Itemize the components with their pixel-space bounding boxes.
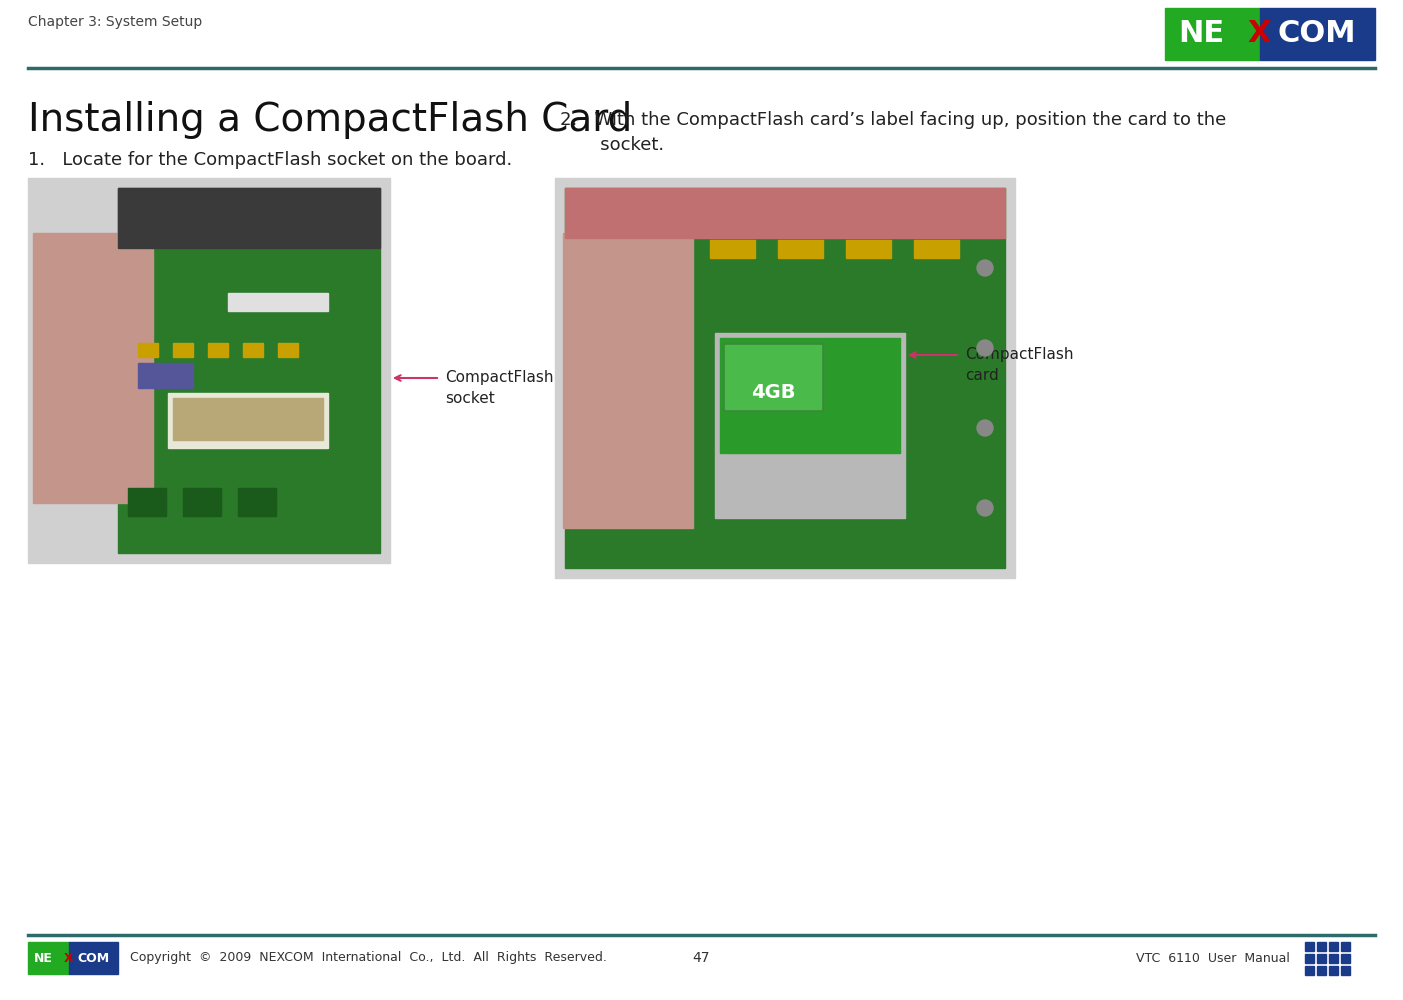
Circle shape: [976, 500, 993, 516]
Text: 47: 47: [692, 951, 710, 965]
Bar: [28, 942, 69, 974]
Bar: [1305, 954, 1315, 963]
Bar: [1317, 966, 1326, 975]
Text: X: X: [1247, 19, 1271, 48]
Bar: [1341, 942, 1350, 951]
Bar: [1305, 942, 1315, 951]
Bar: [173, 398, 323, 440]
Bar: [1317, 954, 1326, 963]
Bar: [1329, 966, 1338, 975]
Text: COM: COM: [1278, 19, 1357, 48]
Bar: [118, 188, 380, 248]
Bar: [34, 233, 153, 503]
Text: 2.   With the CompactFlash card’s label facing up, position the card to the: 2. With the CompactFlash card’s label fa…: [560, 111, 1226, 129]
Bar: [137, 343, 159, 357]
Text: socket.: socket.: [560, 136, 664, 154]
Text: Chapter 3: System Setup: Chapter 3: System Setup: [28, 15, 202, 29]
Text: 4GB: 4GB: [751, 383, 796, 402]
Bar: [173, 343, 194, 357]
Text: Installing a CompactFlash Card: Installing a CompactFlash Card: [28, 101, 633, 139]
Bar: [243, 343, 262, 357]
Bar: [779, 240, 824, 258]
Circle shape: [976, 260, 993, 276]
Bar: [69, 942, 118, 974]
Circle shape: [976, 340, 993, 356]
Text: CompactFlash
socket: CompactFlash socket: [445, 370, 554, 406]
Text: Copyright  ©  2009  NEXCOM  International  Co.,  Ltd.  All  Rights  Reserved.: Copyright © 2009 NEXCOM International Co…: [130, 952, 607, 964]
Text: NE: NE: [1179, 19, 1223, 48]
Bar: [1260, 8, 1375, 60]
Bar: [1329, 942, 1338, 951]
Bar: [278, 343, 297, 357]
Bar: [229, 293, 328, 311]
Text: 1.   Locate for the CompactFlash socket on the board.: 1. Locate for the CompactFlash socket on…: [28, 151, 512, 169]
Bar: [118, 188, 380, 553]
Bar: [1305, 966, 1315, 975]
Bar: [710, 240, 755, 258]
Bar: [208, 343, 229, 357]
Bar: [1317, 942, 1326, 951]
Text: X: X: [63, 952, 73, 964]
Bar: [28, 178, 390, 563]
Text: CompactFlash
card: CompactFlash card: [965, 347, 1073, 383]
Circle shape: [976, 420, 993, 436]
Bar: [137, 363, 194, 388]
Bar: [1164, 8, 1260, 60]
Bar: [563, 233, 693, 528]
Bar: [556, 178, 1014, 578]
Bar: [725, 345, 821, 409]
Bar: [720, 338, 899, 453]
Bar: [128, 488, 166, 516]
Bar: [168, 393, 328, 448]
Bar: [239, 488, 276, 516]
Bar: [1341, 966, 1350, 975]
Text: NE: NE: [34, 952, 53, 964]
Bar: [565, 188, 1005, 568]
Bar: [913, 240, 960, 258]
Bar: [182, 488, 222, 516]
Bar: [723, 343, 824, 411]
Bar: [716, 333, 905, 518]
Bar: [846, 240, 891, 258]
Bar: [1341, 954, 1350, 963]
Bar: [565, 188, 1005, 238]
Bar: [1329, 954, 1338, 963]
Text: COM: COM: [77, 952, 109, 964]
Text: VTC  6110  User  Manual: VTC 6110 User Manual: [1136, 952, 1289, 964]
